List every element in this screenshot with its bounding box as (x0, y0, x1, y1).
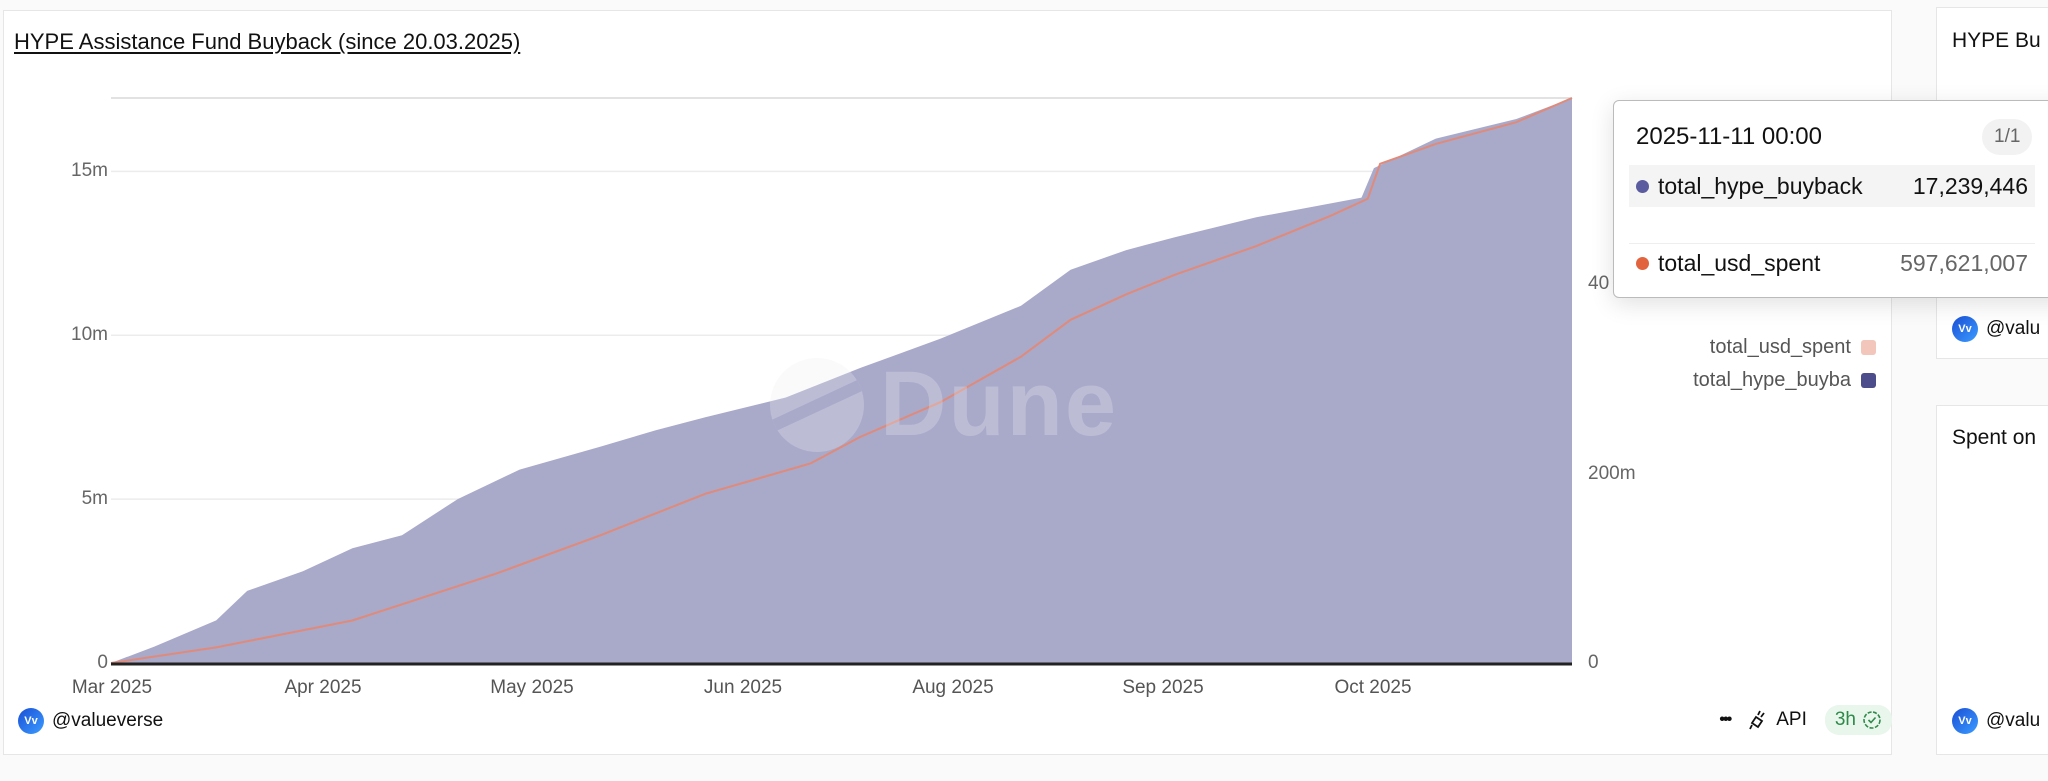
chart-footer-actions: ••• API 3h (1719, 705, 1892, 735)
series-dot (1636, 179, 1649, 193)
author-link[interactable]: Vv @valueverse (18, 708, 163, 734)
author-name: @valu (1986, 318, 2041, 339)
author-link[interactable]: Vv @valu (1952, 708, 2040, 734)
tooltip-page-indicator: 1/1 (1982, 119, 2033, 155)
refresh-age: 3h (1834, 709, 1856, 730)
api-label: API (1776, 709, 1807, 730)
x-tick: Oct 2025 (1334, 677, 1412, 698)
legend-swatch (1861, 373, 1876, 388)
plug-icon (1749, 710, 1765, 730)
side-card-spent (1936, 405, 2048, 755)
author-name: @valueverse (52, 710, 164, 731)
tooltip-date: 2025-11-11 00:00 (1636, 123, 1822, 150)
more-options-button[interactable]: ••• (1719, 711, 1732, 728)
legend-item-usd[interactable]: total_usd_spent (1710, 336, 1876, 359)
tooltip-series-value: 597,621,007 (1900, 249, 2028, 276)
avatar: Vv (1952, 316, 1978, 342)
author-name: @valu (1986, 710, 2041, 731)
x-tick: Jun 2025 (703, 677, 783, 698)
x-tick: Apr 2025 (284, 677, 362, 698)
tooltip-row-usd: total_usd_spent 597,621,007 (1629, 242, 2035, 284)
y-left-tick: 5m (81, 488, 108, 509)
chart-title[interactable]: HYPE Assistance Fund Buyback (since 20.0… (14, 29, 521, 54)
legend-swatch (1861, 340, 1876, 355)
y-left-tick: 15m (71, 160, 108, 181)
series-line-total_usd_spent (110, 97, 1573, 664)
y-left-tick: 0 (97, 652, 108, 673)
x-tick: May 2025 (490, 677, 574, 698)
tooltip-series-name: total_usd_spent (1658, 249, 1821, 276)
tooltip-series-value: 17,239,446 (1912, 172, 2028, 199)
x-tick: Mar 2025 (71, 677, 153, 698)
side-card-title[interactable]: Spent on (1952, 426, 2037, 449)
side-card-title[interactable]: HYPE Bu (1952, 29, 2041, 52)
author-link[interactable]: Vv @valu (1952, 316, 2040, 342)
series-area-total_hype_buyback (111, 98, 1572, 663)
y-left-tick: 10m (71, 324, 108, 345)
x-tick: Sep 2025 (1122, 677, 1204, 698)
verified-check-icon (1863, 711, 1881, 729)
legend-label: total_hype_buyba (1693, 369, 1851, 391)
tooltip-series-name: total_hype_buyback (1658, 172, 1863, 199)
refresh-status-badge[interactable]: 3h (1824, 705, 1892, 735)
tooltip-row-hype: total_hype_buyback 17,239,446 (1629, 165, 2035, 207)
avatar: Vv (18, 708, 44, 734)
y-right-tick: 40 (1588, 273, 1610, 294)
series-dot (1636, 256, 1649, 270)
legend-item-hype[interactable]: total_hype_buyba (1693, 369, 1876, 392)
api-button[interactable]: API (1748, 709, 1807, 731)
x-tick: Aug 2025 (912, 677, 994, 698)
tooltip-divider (1629, 243, 2035, 244)
chart-tooltip: 2025-11-11 00:00 1/1 total_hype_buyback … (1613, 100, 2048, 298)
y-right-tick: 0 (1588, 652, 1599, 673)
legend-label: total_usd_spent (1709, 336, 1851, 358)
avatar: Vv (1952, 708, 1978, 734)
y-right-tick: 200m (1588, 463, 1636, 484)
